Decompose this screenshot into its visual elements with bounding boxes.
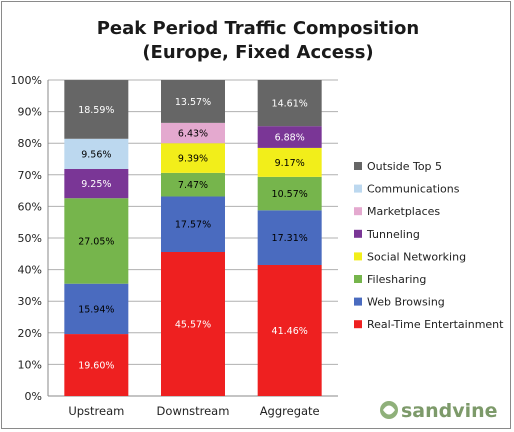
- data-label: 10.57%: [272, 189, 308, 200]
- legend: Outside Top 5 Communications Marketplaces T…: [354, 160, 504, 331]
- legend-swatch: [354, 297, 362, 306]
- x-axis-categories: Upstream Downstream Aggregate: [68, 404, 319, 418]
- legend-label: Tunneling: [366, 228, 420, 241]
- bar-segment: [64, 138, 129, 169]
- data-label: 9.56%: [81, 149, 111, 160]
- bars: 19.60% 15.94% 27.05% 9.25% 9.56% 18.59% 45.57%…: [64, 80, 322, 396]
- y-tick-label: 50%: [18, 232, 42, 245]
- legend-label: Web Browsing: [367, 296, 445, 309]
- bar-segment: [161, 172, 225, 197]
- legend-label: Outside Top 5: [367, 160, 442, 173]
- y-tick-label: 70%: [18, 169, 42, 182]
- legend-swatch: [354, 162, 362, 170]
- sandvine-logo: sandvine: [380, 400, 498, 422]
- bar-segment: [257, 147, 322, 177]
- bar-segment: [257, 80, 322, 127]
- y-tick-label: 0%: [25, 390, 42, 403]
- x-category-label: Aggregate: [260, 404, 320, 418]
- data-label: 17.57%: [175, 220, 211, 231]
- legend-label: Filesharing: [367, 273, 426, 286]
- data-label: 9.17%: [275, 158, 305, 169]
- legend-swatch: [354, 229, 362, 238]
- bar-segment: [161, 80, 225, 123]
- bar-segment: [64, 283, 129, 335]
- legend-swatch: [354, 207, 362, 216]
- legend-swatch: [354, 275, 362, 283]
- legend-label: Social Networking: [367, 250, 466, 263]
- y-tick-label: 40%: [18, 264, 42, 277]
- bar-segment: [257, 176, 322, 211]
- data-label: 45.57%: [175, 319, 211, 330]
- bar-segment: [64, 168, 129, 199]
- legend-swatch: [354, 252, 362, 261]
- legend-swatch: [354, 184, 362, 193]
- y-tick-label: 60%: [18, 200, 42, 213]
- sandvine-logo-leaf: [383, 405, 395, 415]
- y-tick-label: 10%: [18, 358, 42, 371]
- bar-segment: [257, 210, 322, 265]
- data-label: 18.59%: [78, 105, 114, 116]
- data-label: 13.57%: [175, 97, 211, 108]
- data-label: 14.61%: [272, 99, 308, 110]
- x-category-label: Upstream: [68, 404, 124, 418]
- data-label: 19.60%: [78, 361, 114, 372]
- x-category-label: Downstream: [157, 404, 230, 418]
- chart-title-line-2: (Europe, Fixed Access): [142, 42, 373, 63]
- bar-segment: [257, 264, 322, 396]
- data-label: 27.05%: [78, 236, 114, 247]
- bar-segment: [161, 196, 225, 252]
- y-tick-label: 90%: [18, 106, 42, 119]
- legend-label: Communications: [367, 183, 460, 196]
- bar-segment: [64, 334, 129, 396]
- legend-label: Real-Time Entertainment: [367, 318, 504, 331]
- data-label: 17.31%: [272, 233, 308, 244]
- data-label: 7.47%: [178, 180, 208, 191]
- sandvine-logo-text: sandvine: [401, 400, 498, 422]
- chart-title-line-1: Peak Period Traffic Composition: [97, 18, 420, 39]
- bar-segment: [161, 251, 225, 396]
- data-label: 9.25%: [81, 179, 111, 190]
- y-axis-ticks: 0% 10% 20% 30% 40% 50% 60% 70% 80% 90% 100%: [11, 74, 42, 403]
- bar-segment: [64, 198, 129, 284]
- y-tick-label: 20%: [18, 327, 42, 340]
- y-tick-label: 100%: [11, 74, 42, 87]
- data-label: 6.88%: [275, 133, 305, 144]
- y-tick-label: 80%: [18, 137, 42, 150]
- data-label: 15.94%: [78, 304, 114, 315]
- data-label: 9.39%: [178, 154, 208, 165]
- bar-segment: [257, 126, 322, 148]
- legend-swatch: [354, 320, 362, 329]
- bar-segment: [64, 80, 129, 139]
- y-tick-label: 30%: [18, 295, 42, 308]
- data-label: 6.43%: [178, 129, 208, 140]
- bar-segment: [161, 122, 225, 144]
- data-label: 41.46%: [272, 326, 308, 337]
- bar-segment: [161, 143, 225, 173]
- legend-label: Marketplaces: [367, 205, 440, 218]
